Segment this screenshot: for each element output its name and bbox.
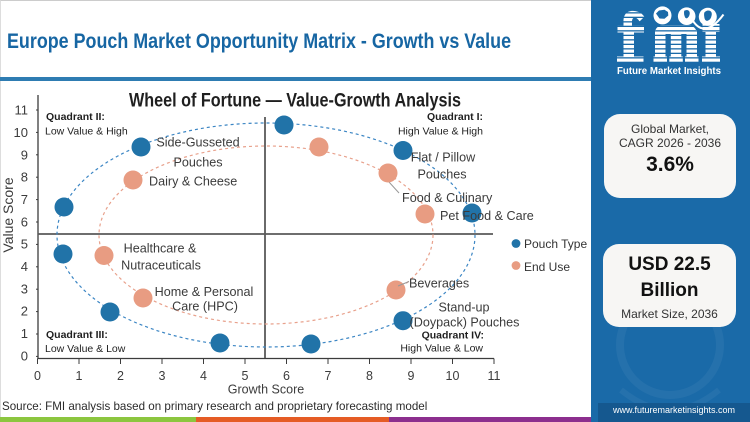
svg-text:Pet Food & Care: Pet Food & Care (440, 209, 534, 223)
svg-text:Quadrant III:: Quadrant III: (46, 329, 108, 341)
svg-text:(Doypack) Pouches: (Doypack) Pouches (410, 316, 520, 330)
svg-text:3: 3 (159, 369, 166, 383)
svg-text:1: 1 (76, 369, 83, 383)
svg-text:8: 8 (21, 170, 28, 185)
svg-text:Future Market Insights: Future Market Insights (617, 65, 721, 77)
svg-text:5: 5 (242, 369, 249, 383)
svg-text:7: 7 (21, 192, 28, 207)
svg-text:Pouches: Pouches (173, 156, 222, 170)
svg-text:6: 6 (283, 369, 290, 383)
svg-text:3: 3 (21, 282, 28, 297)
svg-text:10: 10 (446, 369, 460, 383)
svg-text:9: 9 (408, 369, 415, 383)
svg-text:Quadrant I:: Quadrant I: (427, 111, 483, 123)
svg-text:11: 11 (15, 103, 29, 118)
svg-text:Stand-up: Stand-up (438, 301, 489, 315)
svg-text:Food & Culinary: Food & Culinary (402, 191, 493, 205)
svg-text:11: 11 (488, 369, 501, 383)
svg-text:2: 2 (21, 304, 28, 319)
svg-text:6: 6 (21, 215, 28, 230)
svg-text:Flat / Pillow: Flat / Pillow (411, 151, 476, 165)
svg-text:High Value & High: High Value & High (398, 126, 483, 138)
svg-text:Quadrant II:: Quadrant II: (46, 111, 105, 123)
svg-text:Dairy & Cheese: Dairy & Cheese (149, 175, 237, 189)
svg-text:Care (HPC): Care (HPC) (172, 300, 238, 314)
svg-text:Value Score: Value Score (0, 177, 16, 252)
svg-text:Low Value & High: Low Value & High (45, 126, 128, 138)
svg-text:0: 0 (21, 349, 28, 364)
svg-text:Growth Score: Growth Score (228, 383, 304, 397)
svg-text:0: 0 (34, 369, 41, 383)
svg-text:End Use: End Use (524, 260, 570, 274)
svg-text:9: 9 (21, 148, 28, 163)
svg-text:Pouch Type: Pouch Type (524, 237, 587, 251)
svg-text:4: 4 (21, 259, 28, 274)
svg-text:5: 5 (21, 237, 28, 252)
svg-text:7: 7 (325, 369, 332, 383)
svg-text:1: 1 (21, 326, 28, 341)
svg-text:Home & Personal: Home & Personal (155, 285, 254, 299)
svg-text:8: 8 (366, 369, 373, 383)
svg-text:Low Value & Low: Low Value & Low (45, 343, 126, 355)
svg-text:Wheel of Fortune — Value-Growt: Wheel of Fortune — Value-Growth Analysis (129, 91, 461, 112)
svg-text:Pouches: Pouches (417, 168, 466, 182)
svg-text:Side-Gusseted: Side-Gusseted (156, 136, 239, 150)
svg-text:Beverages: Beverages (409, 277, 469, 291)
svg-text:High Value & Low: High Value & Low (400, 343, 483, 355)
svg-text:4: 4 (200, 369, 207, 383)
svg-text:Nutraceuticals: Nutraceuticals (121, 259, 201, 273)
svg-text:Healthcare &: Healthcare & (124, 242, 197, 256)
svg-text:10: 10 (14, 125, 28, 140)
svg-text:Quadrant IV:: Quadrant IV: (422, 330, 484, 342)
svg-text:2: 2 (117, 369, 124, 383)
